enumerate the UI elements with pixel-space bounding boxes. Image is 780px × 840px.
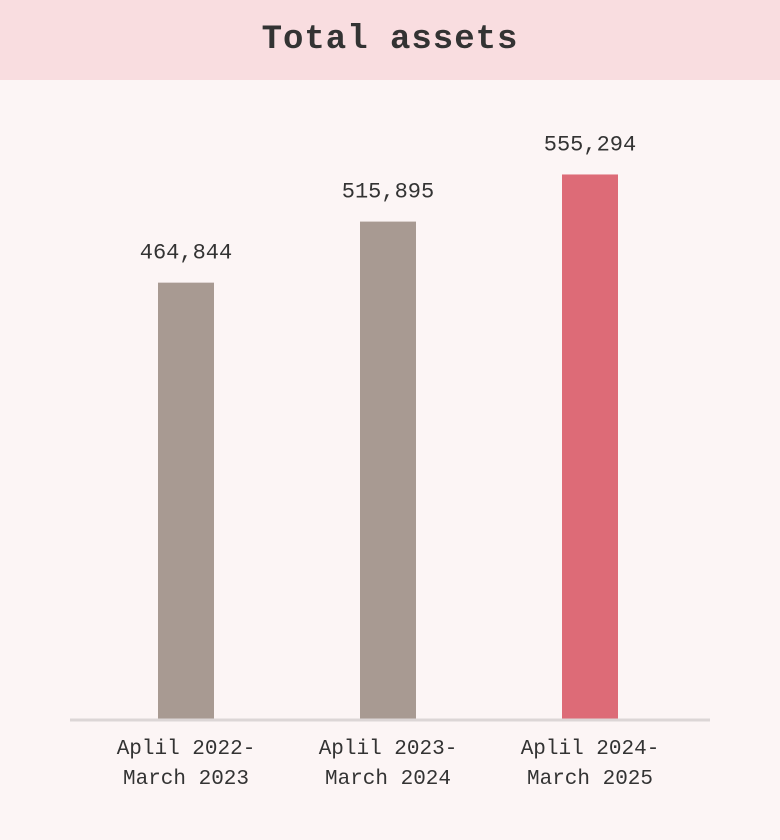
bar [158, 282, 214, 719]
value-label: 464,844 [140, 241, 232, 266]
x-tick-label: Aplil 2023- March 2024 [318, 738, 458, 791]
x-tick-label: Aplil 2022- March 2023 [116, 738, 256, 791]
chart-title: Total assets [0, 0, 780, 80]
bar [562, 174, 618, 719]
x-tick-label: Aplil 2024- March 2025 [520, 738, 660, 791]
value-label: 555,294 [544, 132, 636, 157]
bar [360, 221, 416, 719]
value-label: 515,895 [342, 180, 434, 205]
